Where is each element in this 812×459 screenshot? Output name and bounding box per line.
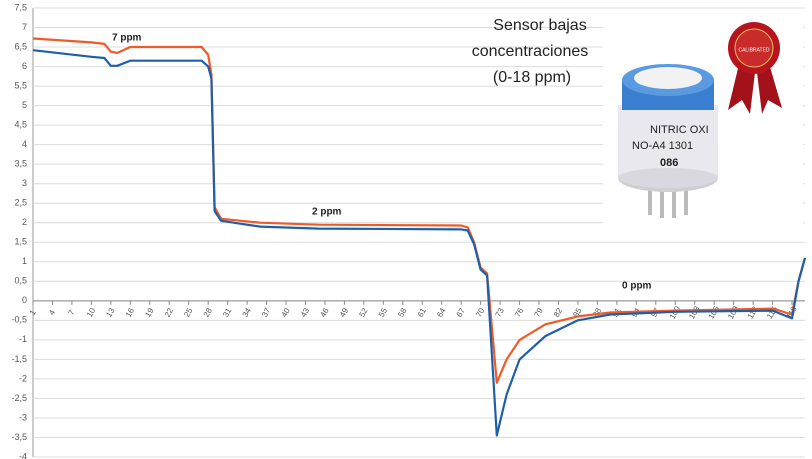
x-tick-label: 82	[552, 306, 565, 319]
annotation: 7 ppm	[112, 33, 142, 44]
photo-label: 086	[660, 157, 678, 169]
y-tick-label: -1,5	[11, 354, 27, 364]
x-tick-label: 34	[241, 306, 254, 319]
x-tick-label: 1	[28, 308, 38, 317]
y-tick-label: 2	[22, 217, 27, 227]
y-tick-label: -0,5	[11, 315, 27, 325]
annotation: 0 ppm	[622, 281, 652, 292]
y-tick-label: 4,5	[14, 120, 27, 130]
caption: (0-18 ppm)	[493, 69, 571, 86]
annotation: 2 ppm	[312, 207, 342, 218]
y-tick-label: 6,5	[14, 41, 27, 51]
x-tick-label: 112	[746, 304, 760, 320]
y-tick-label: -1	[19, 334, 27, 344]
x-tick-label: 19	[143, 306, 156, 319]
y-tick-label: -3,5	[11, 432, 27, 442]
x-tick-label: 46	[318, 306, 331, 319]
y-tick-label: -2,5	[11, 393, 27, 403]
y-tick-label: 5,5	[14, 80, 27, 90]
x-tick-label: 4	[47, 308, 57, 317]
badge-label: CALIBRATED	[738, 47, 769, 53]
sensor-photo: NITRIC OXI NO-A4 1301 086 CALIBRATED	[603, 10, 803, 230]
x-tick-label: 43	[299, 306, 312, 319]
y-tick-label: 1,5	[14, 237, 27, 247]
y-tick-label: -2	[19, 373, 27, 383]
y-tick-label: 7	[22, 22, 27, 32]
x-tick-label: 67	[455, 306, 468, 319]
y-tick-label: -3	[19, 412, 27, 422]
y-tick-label: 1	[22, 256, 27, 266]
x-tick-label: 28	[202, 306, 215, 319]
y-tick-label: 7,5	[14, 2, 27, 12]
x-tick-label: 70	[474, 306, 487, 319]
x-tick-label: 64	[435, 306, 448, 319]
x-tick-label: 37	[260, 306, 273, 319]
y-tick-label: 5	[22, 100, 27, 110]
photo-label: NITRIC OXI	[650, 124, 709, 136]
x-tick-label: 61	[416, 306, 429, 319]
y-tick-label: 3,5	[14, 159, 27, 169]
x-tick-label: 13	[104, 306, 117, 319]
y-tick-label: 2,5	[14, 198, 27, 208]
x-tick-label: 22	[163, 306, 176, 319]
x-tick-label: 31	[221, 306, 234, 319]
x-tick-label: 7	[67, 308, 77, 317]
caption: concentraciones	[472, 43, 589, 60]
x-tick-label: 73	[494, 306, 507, 319]
plot	[32, 37, 807, 437]
line-series	[32, 49, 807, 437]
x-tick-label: 79	[533, 306, 546, 319]
y-tick-label: 6	[22, 61, 27, 71]
x-tick-label: 58	[396, 306, 409, 319]
y-tick-label: 4	[22, 139, 27, 149]
x-tick-label: 10	[85, 306, 98, 319]
x-tick-label: 16	[124, 306, 137, 319]
x-tick-label: 76	[513, 306, 526, 319]
photo-label: NO-A4 1301	[632, 140, 693, 152]
y-tick-label: 3	[22, 178, 27, 188]
y-tick-label: 0,5	[14, 276, 27, 286]
x-tick-label: 109	[726, 304, 741, 321]
y-tick-label: 0	[22, 295, 27, 305]
x-tick-label: 40	[280, 306, 293, 319]
line-series	[32, 37, 807, 384]
x-tick-label: 25	[182, 306, 195, 319]
x-tick-label: 55	[377, 306, 390, 319]
caption: Sensor bajas	[493, 17, 586, 34]
x-tick-label: 49	[338, 306, 351, 319]
x-tick-label: 52	[357, 306, 370, 319]
y-tick-label: -4	[19, 451, 27, 459]
